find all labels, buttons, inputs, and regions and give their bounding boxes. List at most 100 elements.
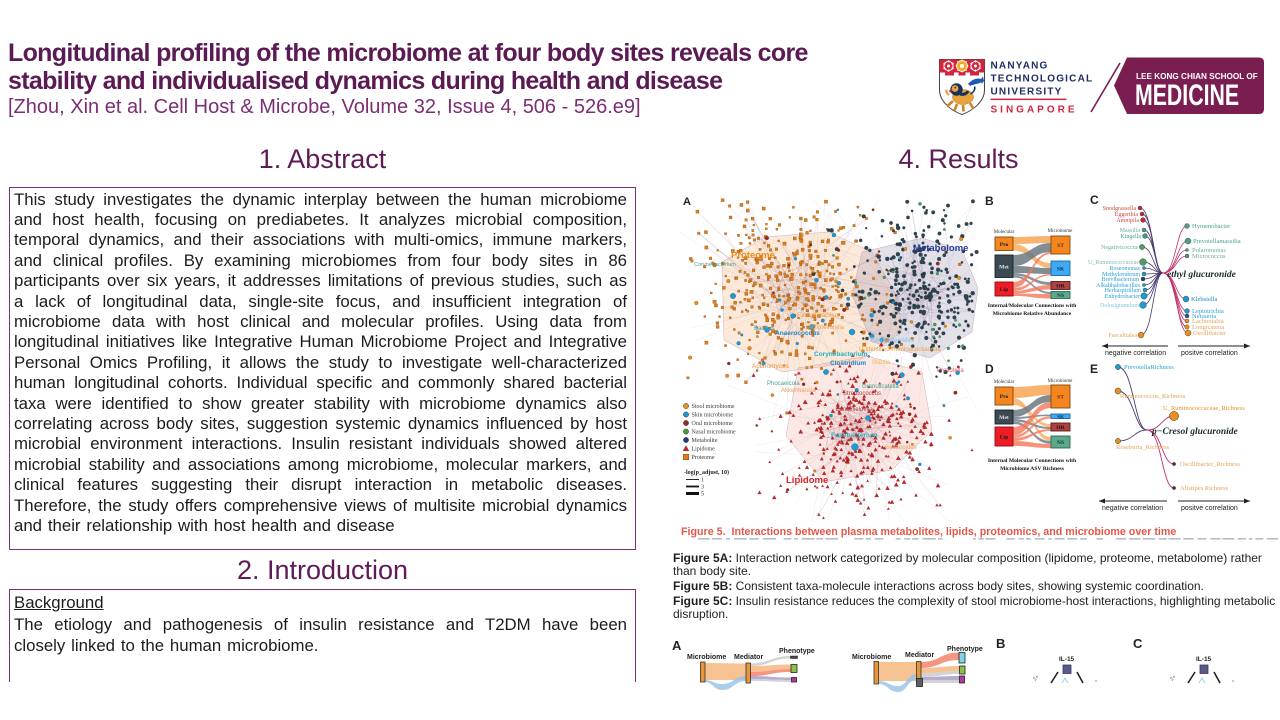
svg-text:Bacteroides: Bacteroides — [885, 445, 917, 451]
svg-text:OR: OR — [1056, 284, 1065, 290]
svg-text:Oscillibacter_Richness: Oscillibacter_Richness — [1180, 461, 1240, 468]
svg-text:Mediator: Mediator — [905, 652, 934, 659]
svg-text:Mediator: Mediator — [734, 654, 763, 661]
svg-text:MEDICINE: MEDICINE — [1135, 77, 1239, 112]
svg-text:Alistipes Richness: Alistipes Richness — [1180, 485, 1229, 492]
svg-text:Corynebacterium: Corynebacterium — [814, 351, 868, 358]
svg-text:Bacillus: Bacillus — [754, 326, 775, 332]
svg-text:Corynebacterium: Corynebacterium — [694, 262, 736, 268]
svg-text:Met: Met — [999, 415, 1009, 421]
svg-text:Klebsiella: Klebsiella — [1191, 296, 1217, 303]
svg-text:Brevibacterium: Brevibacterium — [1102, 277, 1140, 283]
svg-text:Enhydrobacter: Enhydrobacter — [1105, 294, 1140, 300]
svg-text:Phenotype: Phenotype — [947, 646, 983, 653]
svg-text:Parabacteroides: Parabacteroides — [870, 338, 914, 344]
svg-text:Phenotype: Phenotype — [779, 648, 815, 655]
svg-text:Lip: Lip — [1000, 287, 1008, 293]
svg-text:OR: OR — [1056, 425, 1065, 431]
svg-text:D: D — [985, 362, 994, 376]
svg-text:Longicatena: Longicatena — [1192, 324, 1224, 331]
svg-text:Oscillibacter: Oscillibacter — [1193, 330, 1227, 337]
svg-text:Microbiome: Microbiome — [687, 654, 726, 661]
svg-text:Fusobacterium: Fusobacterium — [831, 432, 878, 439]
svg-text:Microbiome: Microbiome — [1048, 379, 1073, 384]
svg-text:Alkalihalobacillus: Alkalihalobacillus — [1096, 283, 1141, 289]
svg-text:Pro: Pro — [1000, 242, 1009, 248]
svg-text:Eggerthia: Eggerthia — [1115, 212, 1139, 218]
svg-text:NANYANG: NANYANG — [991, 60, 1049, 71]
svg-text:Micrococcus: Micrococcus — [1192, 253, 1226, 260]
svg-text:2+: 2+ — [1032, 674, 1040, 682]
svg-text:IL-15: IL-15 — [1059, 656, 1075, 663]
svg-text:A: A — [683, 196, 691, 208]
svg-text:Phocaeicola: Phocaeicola — [767, 381, 800, 387]
svg-text:Clostridium: Clostridium — [830, 360, 866, 367]
svg-text:Nasal microbiome: Nasal microbiome — [692, 430, 736, 436]
svg-text:positve correlation: positve correlation — [1181, 350, 1238, 357]
svg-text:Neisseria: Neisseria — [1192, 313, 1216, 320]
svg-text:positve correlation: positve correlation — [1181, 505, 1238, 512]
svg-text:Actinomyces: Actinomyces — [752, 363, 790, 370]
svg-text:Prevotella: Prevotella — [937, 368, 964, 374]
svg-text:SK: SK — [1057, 266, 1065, 272]
svg-text:5: 5 — [701, 492, 704, 498]
svg-text:Methylorubrum: Methylorubrum — [1102, 272, 1140, 278]
svg-text:ST: ST — [1057, 395, 1064, 401]
svg-text:NS: NS — [1057, 293, 1064, 299]
svg-text:Molecular: Molecular — [994, 230, 1015, 235]
svg-text:Microbiome: Microbiome — [1048, 229, 1073, 234]
svg-text:Pro: Pro — [1000, 394, 1009, 400]
svg-text:ST: ST — [1057, 243, 1064, 249]
svg-text:Roseomonas: Roseomonas — [1109, 266, 1140, 272]
svg-text:E: E — [1090, 362, 1098, 376]
svg-text:Skin microbiome: Skin microbiome — [692, 413, 734, 419]
svg-text:U_Ruminococcaceae: U_Ruminococcaceae — [1088, 260, 1139, 266]
svg-text:Granulicatella: Granulicatella — [862, 384, 899, 390]
svg-text:PrevotellaRichness: PrevotellaRichness — [1124, 364, 1174, 371]
svg-text:Microbiome Relative Abundance: Microbiome Relative Abundance — [993, 311, 1072, 317]
svg-text:ethyl glucuronide: ethyl glucuronide — [1167, 270, 1237, 280]
svg-text:UNIVERSITY: UNIVERSITY — [991, 86, 1063, 97]
svg-text:IL-15: IL-15 — [1196, 656, 1212, 663]
svg-text:A: A — [672, 638, 682, 653]
svg-text:1: 1 — [701, 478, 704, 484]
svg-text:Lip: Lip — [1000, 435, 1008, 441]
svg-text:Massilia: Massilia — [1120, 228, 1141, 234]
svg-text:Dolosigranulum: Dolosigranulum — [1100, 303, 1139, 309]
svg-text:negative correlation: negative correlation — [1105, 350, 1166, 357]
svg-text:Streptococcus: Streptococcus — [843, 391, 881, 397]
svg-text:p−Cresol glucuronide: p−Cresol glucuronide — [1151, 427, 1239, 437]
svg-text:Alloprevotella: Alloprevotella — [808, 325, 845, 331]
svg-text:Roseburia_Richness: Roseburia_Richness — [1116, 444, 1170, 451]
svg-text:U_Ruminococcaceae_Richness: U_Ruminococcaceae_Richness — [1163, 405, 1245, 412]
svg-text:Met: Met — [999, 264, 1009, 270]
svg-text:Microbiome: Microbiome — [852, 654, 891, 661]
svg-text:Faecalitalea: Faecalitalea — [1108, 333, 1137, 339]
svg-text:Ruminococcus_Richness: Ruminococcus_Richness — [1120, 393, 1186, 400]
svg-text:Lipidome: Lipidome — [786, 475, 828, 486]
svg-text:Akkermansia: Akkermansia — [781, 388, 816, 394]
svg-text:Amnipila: Amnipila — [1116, 218, 1139, 224]
svg-text:U-Identified Ruminococcaceae: U-Identified Ruminococcaceae — [859, 347, 941, 353]
svg-text:Prevotellamassilia: Prevotellamassilia — [1193, 238, 1241, 245]
svg-text:B: B — [996, 636, 1005, 651]
svg-text:3: 3 — [701, 485, 704, 491]
svg-text:Anaerococcus: Anaerococcus — [775, 330, 820, 337]
svg-text:Proteome: Proteome — [731, 250, 775, 261]
svg-text:Negativicoccus: Negativicoccus — [1101, 245, 1139, 251]
svg-text:Metabolome: Metabolome — [913, 243, 968, 254]
svg-text:Herbaspirillum: Herbaspirillum — [1105, 288, 1142, 294]
svg-text:2+: 2+ — [1169, 674, 1177, 682]
svg-text:LEE KONG CHIAN SCHOOL OF: LEE KONG CHIAN SCHOOL OF — [1136, 72, 1258, 81]
svg-text:Oral microbiome: Oral microbiome — [692, 421, 733, 427]
svg-text:NS: NS — [1057, 440, 1064, 446]
svg-text:negative correlation: negative correlation — [1102, 505, 1163, 512]
svg-text:Lancefieldella: Lancefieldella — [836, 407, 873, 413]
svg-text:C: C — [1133, 636, 1143, 651]
svg-text:Internal/Molecular Connections: Internal/Molecular Connections with — [988, 303, 1077, 309]
svg-text:Internal Molecular Connections: Internal Molecular Connections with — [988, 458, 1077, 464]
svg-text:-log(p_adjust, 10): -log(p_adjust, 10) — [684, 469, 729, 476]
svg-text:Blautia: Blautia — [872, 360, 891, 366]
svg-text:C: C — [1090, 193, 1099, 207]
svg-text:Snodgrassella: Snodgrassella — [1103, 206, 1137, 212]
